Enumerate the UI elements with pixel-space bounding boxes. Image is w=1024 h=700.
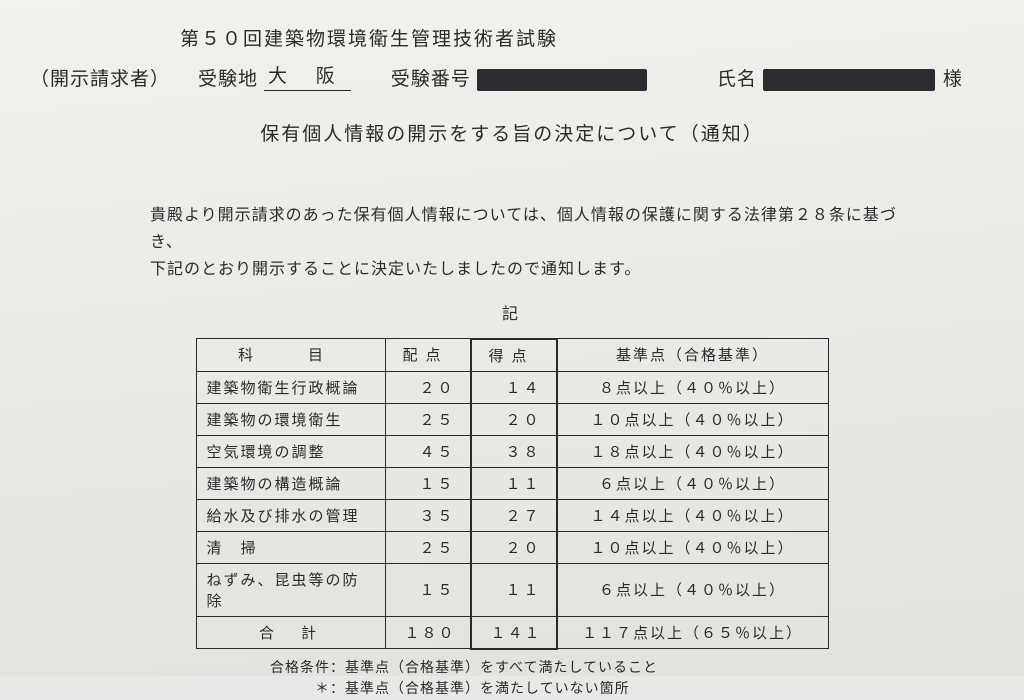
footnote-line-2: ＊：基準点（合格基準）を満たしていない箇所 xyxy=(270,682,630,697)
cell-score: １１ xyxy=(471,467,557,499)
cell-criteria: １０点以上（４０％以上） xyxy=(557,403,829,435)
cell-criteria: １８点以上（４０％以上） xyxy=(557,435,829,467)
requester-label: （開示請求者） xyxy=(30,64,170,91)
cell-score: １１ xyxy=(471,563,557,616)
honorific: 様 xyxy=(943,64,963,91)
table-row: 空気環境の調整４５３８１８点以上（４０％以上） xyxy=(196,435,828,467)
notation-ki: 記 xyxy=(30,300,994,324)
cell-subject: 建築物の構造概論 xyxy=(196,467,385,499)
total-criteria: １１７点以上（６５％以上） xyxy=(557,616,829,649)
cell-subject: 建築物の環境衛生 xyxy=(196,403,385,435)
name-label: 氏名 xyxy=(717,64,757,91)
table-row: 建築物の環境衛生２５２０１０点以上（４０％以上） xyxy=(196,403,828,435)
table-row: 建築物衛生行政概論２０１４８点以上（４０％以上） xyxy=(196,371,828,403)
cell-max: ３５ xyxy=(385,499,471,531)
document-page: 第５０回建築物環境衛生管理技術者試験 （開示請求者） 受験地 大 阪 受験番号 … xyxy=(0,0,1024,676)
footnotes: 合格条件：基準点（合格基準）をすべて満たしていること ＊：基準点（合格基準）を満… xyxy=(270,658,994,700)
header-max: 配点 xyxy=(385,339,471,372)
redacted-exam-number xyxy=(477,69,647,91)
cell-max: ２０ xyxy=(385,371,471,403)
cell-score: ２０ xyxy=(471,403,557,435)
table-row: 給水及び排水の管理３５２７１４点以上（４０％以上） xyxy=(196,499,828,531)
cell-criteria: １４点以上（４０％以上） xyxy=(557,499,829,531)
cell-subject: 建築物衛生行政概論 xyxy=(196,371,385,403)
total-score: １４１ xyxy=(471,616,557,649)
cell-max: １５ xyxy=(385,563,471,616)
cell-subject: 清 掃 xyxy=(196,531,385,563)
table-total-row: 合 計 １８０ １４１ １１７点以上（６５％以上） xyxy=(196,616,828,649)
cell-subject: 給水及び排水の管理 xyxy=(196,499,385,531)
table-row: 清 掃２５２０１０点以上（４０％以上） xyxy=(196,531,828,563)
header-criteria: 基準点（合格基準） xyxy=(557,339,829,372)
cell-subject: ねずみ、昆虫等の防除 xyxy=(196,563,385,616)
cell-score: １４ xyxy=(471,371,557,403)
cell-score: ２７ xyxy=(471,499,557,531)
footnote-line-1: 合格条件：基準点（合格基準）をすべて満たしていること xyxy=(270,661,658,676)
score-table-wrap: 科 目 配点 得点 基準点（合格基準） 建築物衛生行政概論２０１４８点以上（４０… xyxy=(30,338,994,650)
total-max: １８０ xyxy=(385,616,471,649)
cell-subject: 空気環境の調整 xyxy=(196,435,385,467)
table-row: 建築物の構造概論１５１１６点以上（４０％以上） xyxy=(196,467,828,499)
exam-number-label: 受験番号 xyxy=(391,64,471,91)
document-subtitle: 保有個人情報の開示をする旨の決定について（通知） xyxy=(30,119,994,146)
total-subject: 合 計 xyxy=(196,616,385,649)
cell-criteria: ８点以上（４０％以上） xyxy=(557,371,829,403)
cell-max: ４５ xyxy=(385,435,471,467)
cell-criteria: １０点以上（４０％以上） xyxy=(557,531,829,563)
redacted-name xyxy=(763,69,935,91)
table-header-row: 科 目 配点 得点 基準点（合格基準） xyxy=(196,339,828,372)
cell-max: １５ xyxy=(385,467,471,499)
score-table: 科 目 配点 得点 基準点（合格基準） 建築物衛生行政概論２０１４８点以上（４０… xyxy=(196,338,829,650)
body-line-2: 下記のとおり開示することに決定いたしましたので通知します。 xyxy=(150,261,641,278)
table-row: ねずみ、昆虫等の防除１５１１６点以上（４０％以上） xyxy=(196,563,828,616)
header-score: 得点 xyxy=(471,339,557,372)
cell-criteria: ６点以上（４０％以上） xyxy=(557,467,829,499)
location-value: 大 阪 xyxy=(264,61,351,91)
cell-max: ２５ xyxy=(385,531,471,563)
exam-title: 第５０回建築物環境衛生管理技術者試験 xyxy=(180,24,994,51)
header-subject: 科 目 xyxy=(196,339,385,372)
body-line-1: 貴殿より開示請求のあった保有個人情報については、個人情報の保護に関する法律第２８… xyxy=(150,207,897,251)
location-label: 受験地 xyxy=(198,64,258,91)
cell-score: ３８ xyxy=(471,435,557,467)
cell-score: ２０ xyxy=(471,531,557,563)
cell-criteria: ６点以上（４０％以上） xyxy=(557,563,829,616)
cell-max: ２５ xyxy=(385,403,471,435)
examinee-info-line: （開示請求者） 受験地 大 阪 受験番号 氏名 様 xyxy=(30,61,994,91)
body-paragraph: 貴殿より開示請求のあった保有個人情報については、個人情報の保護に関する法律第２８… xyxy=(150,202,904,284)
